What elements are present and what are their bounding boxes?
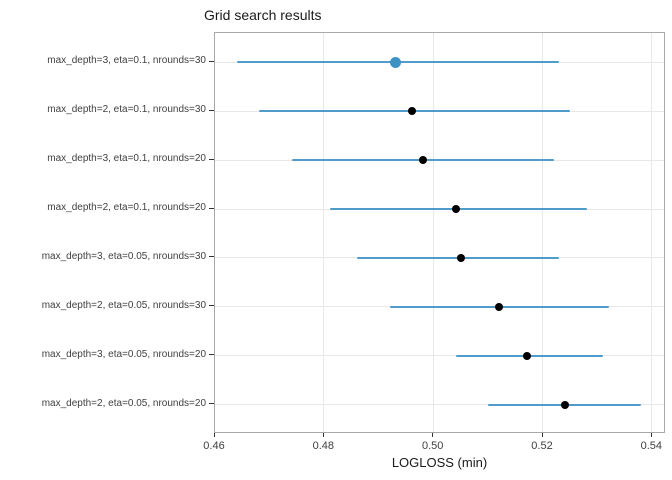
x-axis-tick-label: 0.50 (421, 440, 444, 452)
y-axis-tick (209, 109, 214, 111)
x-axis-tick (541, 433, 543, 437)
x-axis-tick (213, 433, 215, 437)
y-axis-label: max_depth=3, eta=0.1, nrounds=20 (47, 153, 206, 165)
y-axis-tick (209, 354, 214, 356)
y-axis-label: max_depth=2, eta=0.05, nrounds=20 (41, 397, 206, 409)
point-marker (560, 400, 569, 409)
major-gridline-vertical (323, 33, 325, 432)
point-marker (451, 205, 460, 214)
y-axis-label: max_depth=2, eta=0.1, nrounds=30 (47, 104, 206, 116)
x-axis-tick-label: 0.46 (203, 440, 225, 452)
y-axis-label: max_depth=3, eta=0.05, nrounds=20 (41, 348, 206, 360)
y-axis-tick (209, 305, 214, 307)
y-axis-tick (209, 158, 214, 160)
x-axis-tick-label: 0.48 (312, 440, 335, 452)
major-gridline-horizontal (215, 355, 664, 357)
y-axis-label: max_depth=3, eta=0.1, nrounds=30 (47, 55, 206, 67)
y-axis-label: max_depth=3, eta=0.05, nrounds=30 (41, 250, 206, 262)
x-axis-title: LOGLOSS (min) (391, 455, 488, 470)
major-gridline-vertical (651, 33, 653, 432)
y-axis-tick (209, 207, 214, 209)
x-axis-tick (432, 433, 434, 437)
point-marker (522, 351, 531, 360)
major-gridline-vertical (432, 33, 434, 432)
y-axis-tick (209, 60, 214, 62)
chart-title: Grid search results (204, 7, 322, 23)
y-axis-tick (209, 256, 214, 258)
x-axis-tick-label: 0.54 (640, 440, 663, 452)
y-axis-label: max_depth=2, eta=0.05, nrounds=30 (41, 299, 206, 311)
best-point-marker (389, 56, 401, 68)
y-axis-tick (209, 403, 214, 405)
x-axis-tick-label: 0.52 (531, 440, 553, 452)
x-axis-tick (650, 433, 652, 437)
x-axis-tick (322, 433, 324, 437)
point-marker (407, 107, 416, 116)
major-gridline-vertical (542, 33, 543, 432)
major-gridline-horizontal (215, 404, 664, 406)
plot-panel (214, 32, 665, 433)
point-marker (418, 156, 427, 165)
point-marker (495, 302, 504, 311)
y-axis-label: max_depth=2, eta=0.1, nrounds=20 (47, 202, 206, 214)
point-marker (457, 253, 465, 262)
